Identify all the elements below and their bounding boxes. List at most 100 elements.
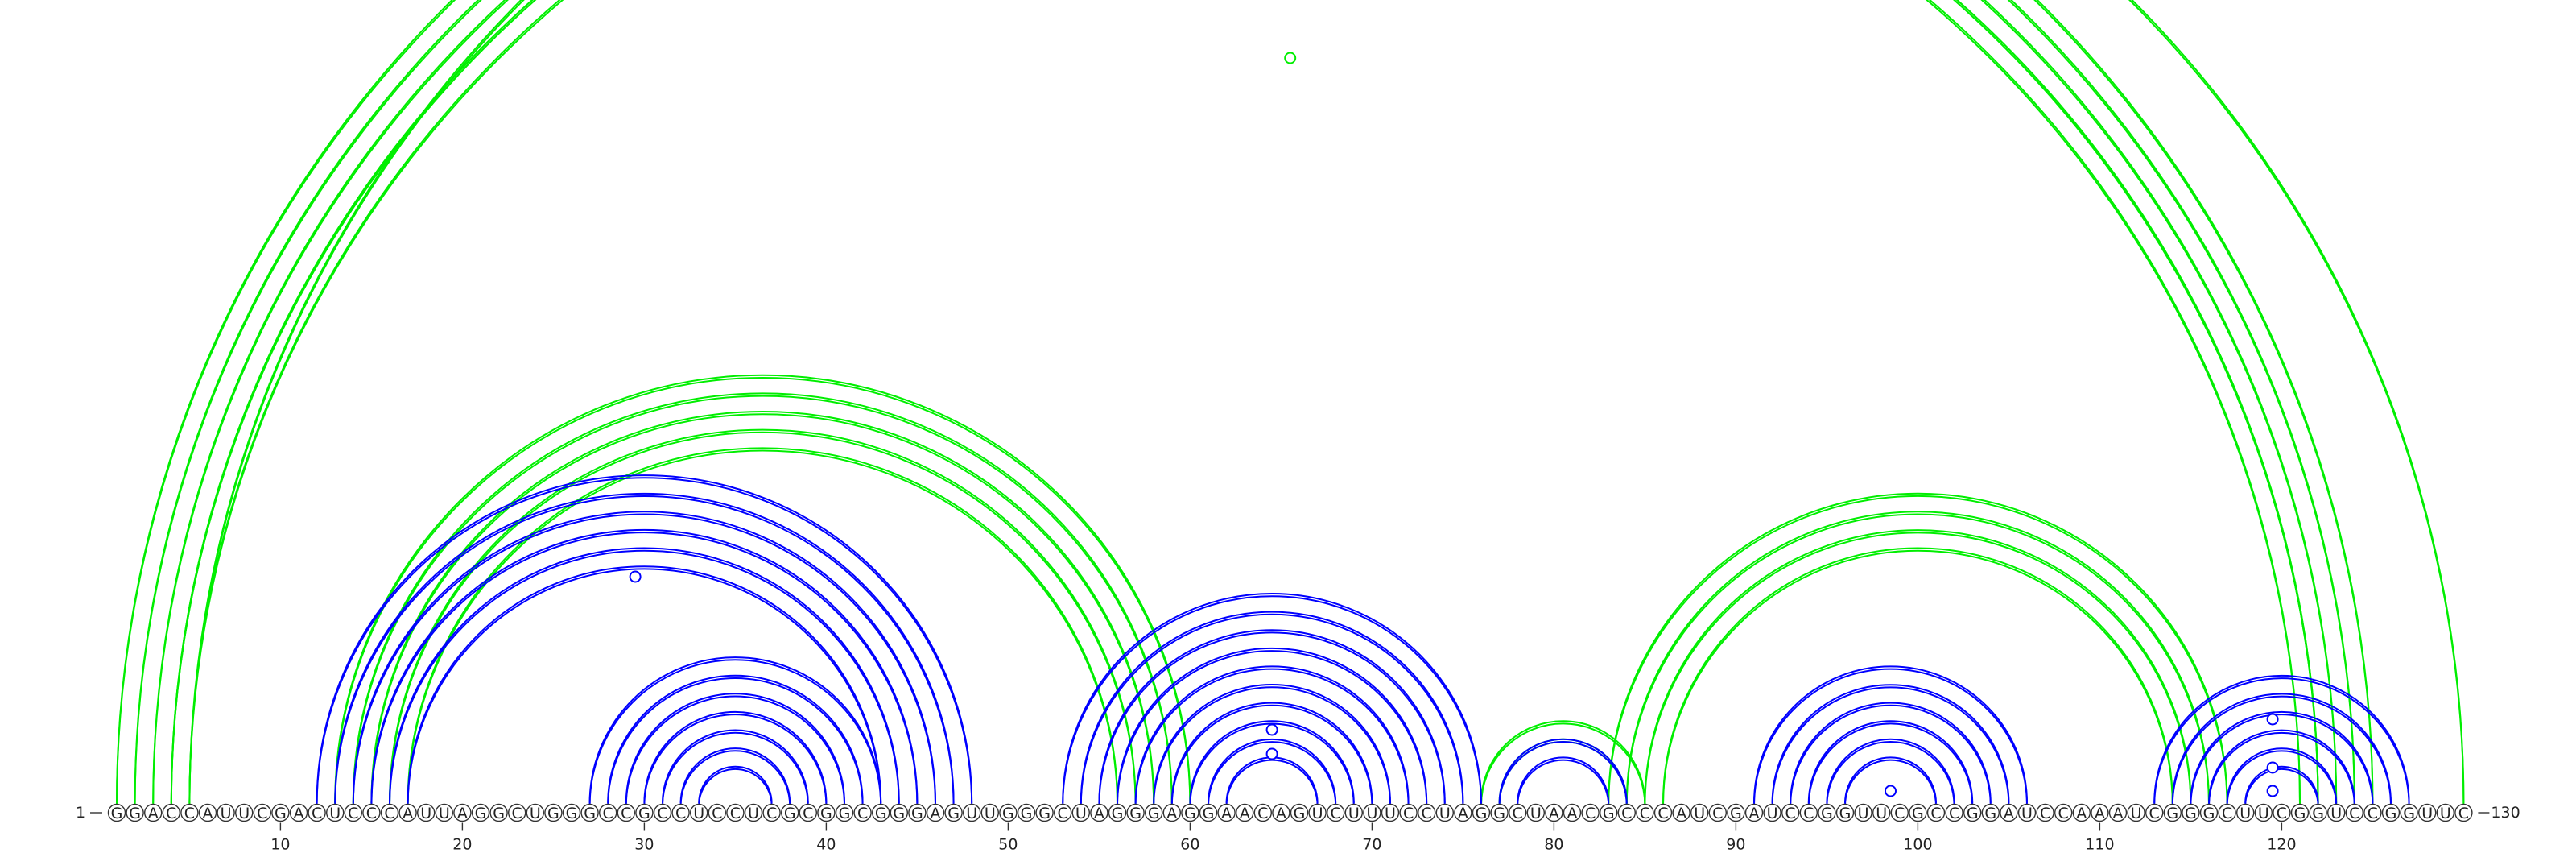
base-pair-arc — [407, 447, 1118, 803]
base-pair-arc — [1170, 704, 1373, 806]
nucleotide: U — [962, 803, 981, 822]
nucleotide-letter: A — [1276, 805, 1286, 822]
nucleotide: U — [435, 803, 453, 822]
nucleotide: C — [1781, 803, 1800, 822]
nucleotide-letter: C — [512, 805, 522, 822]
base-pair-arc — [1170, 702, 1373, 803]
nucleotide: A — [1162, 803, 1182, 822]
nucleotide: U — [1344, 803, 1364, 822]
nucleotide-circle — [1199, 803, 1218, 822]
nucleotide: G — [1835, 803, 1855, 822]
nucleotide-letter: C — [621, 805, 631, 822]
nucleotide-letter: G — [1912, 805, 1924, 822]
nucleotide-circle — [2326, 803, 2346, 822]
nucleotide: C — [1708, 803, 1728, 822]
base-pair-arc — [170, 0, 2319, 803]
nucleotide: G — [107, 803, 126, 822]
nucleotide-letter: C — [257, 805, 267, 822]
nucleotide-circle — [344, 803, 362, 822]
nucleotide-circle — [2199, 803, 2219, 822]
nucleotide-letter: A — [1094, 805, 1104, 822]
base-pair-arc — [607, 677, 864, 806]
base-pair-arc — [170, 0, 2319, 806]
nucleotide-letter: U — [748, 805, 759, 822]
nucleotide: C — [1653, 803, 1673, 822]
nucleotide-letter: G — [1476, 805, 1488, 822]
nucleotide-circle — [471, 803, 490, 822]
base-pair-arc — [407, 565, 882, 803]
nucleotide: G — [2163, 803, 2182, 822]
base-pair-arc — [407, 568, 882, 806]
nucleotide: U — [2417, 803, 2437, 822]
nucleotide-circle — [1326, 803, 1345, 822]
nucleotide-letter: G — [820, 805, 832, 822]
nucleotide: C — [308, 803, 326, 822]
nucleotide: U — [980, 803, 1000, 822]
nucleotide-letter: G — [1839, 805, 1852, 822]
nucleotide-letter: U — [1075, 805, 1087, 822]
nucleotide-letter: C — [1785, 805, 1796, 822]
nucleotide-letter: C — [2458, 805, 2469, 822]
nucleotide: G — [126, 803, 144, 822]
base-pair-arc — [1225, 756, 1319, 803]
nucleotide-circle — [671, 803, 690, 822]
nucleotide-letter: G — [493, 805, 505, 822]
nucleotide-letter: A — [1458, 805, 1468, 822]
nucleotide-letter: C — [166, 805, 176, 822]
nucleotide-circle — [1727, 803, 1745, 822]
nucleotide-letter: G — [839, 805, 851, 822]
blue-arc-marker — [629, 570, 642, 583]
nucleotide-circle — [2345, 803, 2364, 822]
nucleotide-circle — [962, 803, 981, 822]
nucleotide-circle — [1454, 803, 1472, 822]
base-pair-arc — [1189, 720, 1355, 803]
base-pair-arc — [2244, 765, 2319, 803]
nucleotide-circle — [1563, 803, 1582, 822]
nucleotide-letter: G — [893, 805, 905, 822]
base-pair-arc — [1117, 650, 1428, 806]
nucleotide: A — [2091, 803, 2109, 822]
nucleotide: U — [2436, 803, 2455, 822]
nucleotide-letter: U — [1876, 805, 1887, 822]
nucleotide: U — [690, 803, 708, 822]
nucleotide-circle — [1854, 803, 1872, 822]
base-pair-arc — [1480, 722, 1646, 806]
base-pair-arc — [1517, 759, 1610, 806]
nucleotide-letter: G — [2166, 805, 2178, 822]
base-pair-arc — [588, 656, 882, 803]
nucleotide-circle — [1672, 803, 1690, 822]
nucleotide: U — [1435, 803, 1455, 822]
base-pair-arc — [1826, 738, 1955, 803]
nucleotide-letter: C — [1331, 805, 1341, 822]
nucleotide: G — [835, 803, 854, 822]
nucleotide-circle — [435, 803, 453, 822]
nucleotide: C — [2218, 803, 2236, 822]
nucleotide: G — [271, 803, 290, 822]
nucleotide: U — [1690, 803, 1709, 822]
nucleotide: U — [326, 803, 345, 822]
nucleotide-circle — [944, 803, 963, 822]
nucleotide-letter: C — [1058, 805, 1068, 822]
nucleotide: G — [1181, 803, 1199, 822]
nucleotide-circle — [271, 803, 290, 822]
nucleotide-letter: C — [712, 805, 722, 822]
nucleotide: A — [143, 803, 163, 822]
base-pair-arc — [352, 511, 936, 803]
nucleotide-circle — [2400, 803, 2418, 822]
base-pair-arc — [1662, 547, 2174, 803]
nucleotide-circle — [1636, 803, 1654, 822]
nucleotide: G — [1199, 803, 1218, 822]
base-pair-arc — [625, 695, 845, 806]
nucleotide-circle — [1363, 803, 1381, 822]
base-pair-arc — [2153, 674, 2410, 803]
nucleotide: G — [908, 803, 927, 822]
base-pair-arc — [334, 495, 955, 806]
nucleotide-circle — [1545, 803, 1563, 822]
base-pair-arc — [1517, 756, 1610, 803]
base-pair-arc — [370, 532, 919, 806]
base-pair-arc — [2171, 695, 2392, 806]
base-pair-arc — [679, 747, 791, 803]
nucleotide: C — [671, 803, 690, 822]
nucleotide-circle — [2254, 803, 2273, 822]
tick-label: 90 — [1726, 836, 1745, 854]
